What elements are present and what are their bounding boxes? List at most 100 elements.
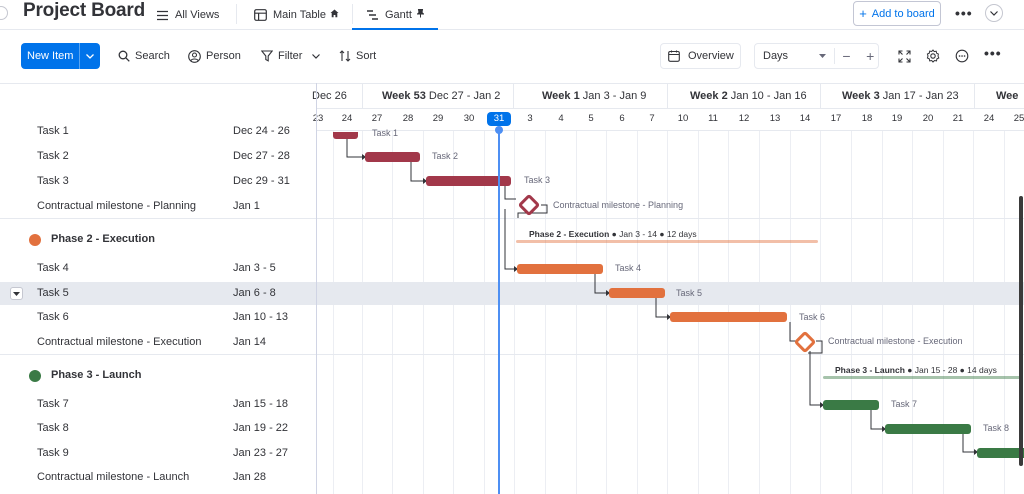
divider: [0, 218, 1024, 219]
chevron-down-icon[interactable]: [312, 50, 321, 62]
day-label: 17: [830, 113, 842, 124]
grid-line: [484, 131, 485, 494]
view-main-table[interactable]: Main Table: [254, 6, 339, 24]
divider: [820, 83, 821, 109]
task-6-bar[interactable]: [670, 312, 787, 322]
task-4-bar[interactable]: [517, 264, 603, 274]
calendar-icon: [668, 50, 680, 62]
weeks-header: Dec 26 Week 53 Dec 27 - Jan 2 Week 1 Jan…: [312, 83, 1024, 109]
group-color-dot: [29, 234, 41, 246]
day-label: 10: [677, 113, 689, 124]
top-header: Project Board All Views Main Table Gantt: [0, 0, 1024, 30]
overview-button[interactable]: Overview: [660, 43, 741, 69]
expand-row-button[interactable]: [10, 287, 23, 300]
day-label: 25: [1013, 113, 1024, 124]
task-3-label: Task 3: [524, 175, 551, 185]
day-label: 23: [312, 113, 324, 124]
chevron-down-icon[interactable]: [80, 53, 100, 59]
board-toolbar: New Item Search Person Filter: [0, 43, 1024, 69]
task-3-bar[interactable]: [426, 176, 511, 186]
view-all-views[interactable]: All Views: [156, 6, 219, 24]
phase-2-summary-bar[interactable]: [516, 240, 818, 243]
week-header: Week 1 Jan 3 - Jan 9: [542, 90, 647, 102]
view-gantt[interactable]: Gantt: [366, 6, 425, 24]
group-color-dot: [29, 370, 41, 382]
grid-line: [453, 131, 454, 494]
task-date: Jan 28: [233, 471, 267, 483]
task-date: Jan 10 - 13: [233, 311, 289, 323]
phase-3-summary-label: Phase 3 - Launch ● Jan 15 - 28 ● 14 days: [835, 365, 997, 375]
grid-line: [333, 131, 334, 494]
zoom-select[interactable]: Days: [763, 50, 789, 62]
grid-line: [882, 131, 883, 494]
add-to-board-button[interactable]: + Add to board: [853, 1, 941, 26]
day-label: 13: [769, 113, 781, 124]
search-button[interactable]: Search: [118, 47, 170, 65]
task-8-bar[interactable]: [885, 424, 971, 434]
task-date: Jan 15 - 18: [233, 398, 289, 410]
sort-button[interactable]: Sort: [339, 47, 376, 65]
today-marker-dot: [495, 126, 503, 134]
overview-label: Overview: [688, 50, 734, 62]
day-label: 3: [527, 113, 533, 124]
vertical-scrollbar[interactable]: [1019, 196, 1023, 466]
divider: [352, 4, 353, 24]
filter-label: Filter: [278, 50, 303, 62]
task-6-label: Task 6: [799, 312, 826, 322]
task-name: Task 8: [37, 422, 69, 434]
milestone-planning-label: Contractual milestone - Planning: [553, 200, 684, 210]
gear-icon[interactable]: [925, 48, 941, 64]
divider: [833, 48, 835, 64]
task-2-bar[interactable]: [365, 152, 420, 162]
week-header: Wee: [996, 90, 1019, 102]
task-name: Task 6: [37, 311, 69, 323]
task-date: Dec 24 - 26: [233, 125, 290, 137]
group-name: Phase 2 - Execution: [51, 233, 155, 245]
view-label: Main Table: [273, 9, 326, 21]
caret-down-icon[interactable]: [816, 54, 830, 58]
day-label: 19: [891, 113, 903, 124]
more-options-icon[interactable]: •••: [984, 45, 1002, 61]
week-header: Week 3 Jan 17 - Jan 23: [842, 90, 959, 102]
grid-line: [576, 131, 577, 494]
gantt-grid: Dec 26 Week 53 Dec 27 - Jan 2 Week 1 Jan…: [0, 83, 1024, 494]
zoom-out-button[interactable]: −: [842, 48, 851, 64]
filter-button[interactable]: Filter: [261, 47, 321, 65]
day-label: 18: [861, 113, 873, 124]
week-header: Week 53 Dec 27 - Jan 2: [382, 90, 501, 102]
divider: [79, 43, 80, 69]
day-label: 4: [558, 113, 564, 124]
search-icon: [118, 50, 130, 62]
week-header: Dec 26: [312, 90, 347, 102]
task-date: Jan 3 - 5: [233, 262, 276, 274]
dependency-arrows: [346, 139, 978, 455]
zoom-in-button[interactable]: +: [866, 48, 875, 64]
grid-line: [667, 131, 668, 494]
new-item-button[interactable]: New Item: [21, 43, 100, 69]
task-name: Task 4: [37, 262, 69, 274]
task-9-bar[interactable]: [977, 448, 1024, 458]
day-label: 7: [649, 113, 655, 124]
task-7-label: Task 7: [891, 399, 918, 409]
task-1-bar[interactable]: [333, 132, 358, 139]
collapse-header-button[interactable]: [985, 4, 1003, 22]
day-label: 21: [952, 113, 964, 124]
day-label: 27: [371, 113, 383, 124]
task-7-bar[interactable]: [823, 400, 879, 410]
person-label: Person: [206, 50, 241, 62]
more-options-icon[interactable]: •••: [955, 5, 973, 21]
phase-3-summary-bar[interactable]: [823, 376, 1023, 379]
divider: [236, 4, 237, 24]
selected-row-highlight: [0, 282, 1024, 305]
chat-icon[interactable]: [954, 48, 970, 64]
board-title: Project Board: [23, 0, 145, 21]
divider: [974, 83, 975, 109]
expand-icon[interactable]: [896, 48, 912, 64]
task-5-bar[interactable]: [609, 288, 665, 298]
days-header: 23 24 27 28 29 30 31 3 4 5 6 7 10 11 12 13 14 17 18 19 20 21 2…: [313, 109, 1024, 131]
person-filter-button[interactable]: Person: [188, 47, 241, 65]
task-date: Dec 29 - 31: [233, 175, 290, 187]
sidebar-toggle-icon[interactable]: [0, 6, 8, 20]
task-name: Task 5: [37, 287, 69, 299]
